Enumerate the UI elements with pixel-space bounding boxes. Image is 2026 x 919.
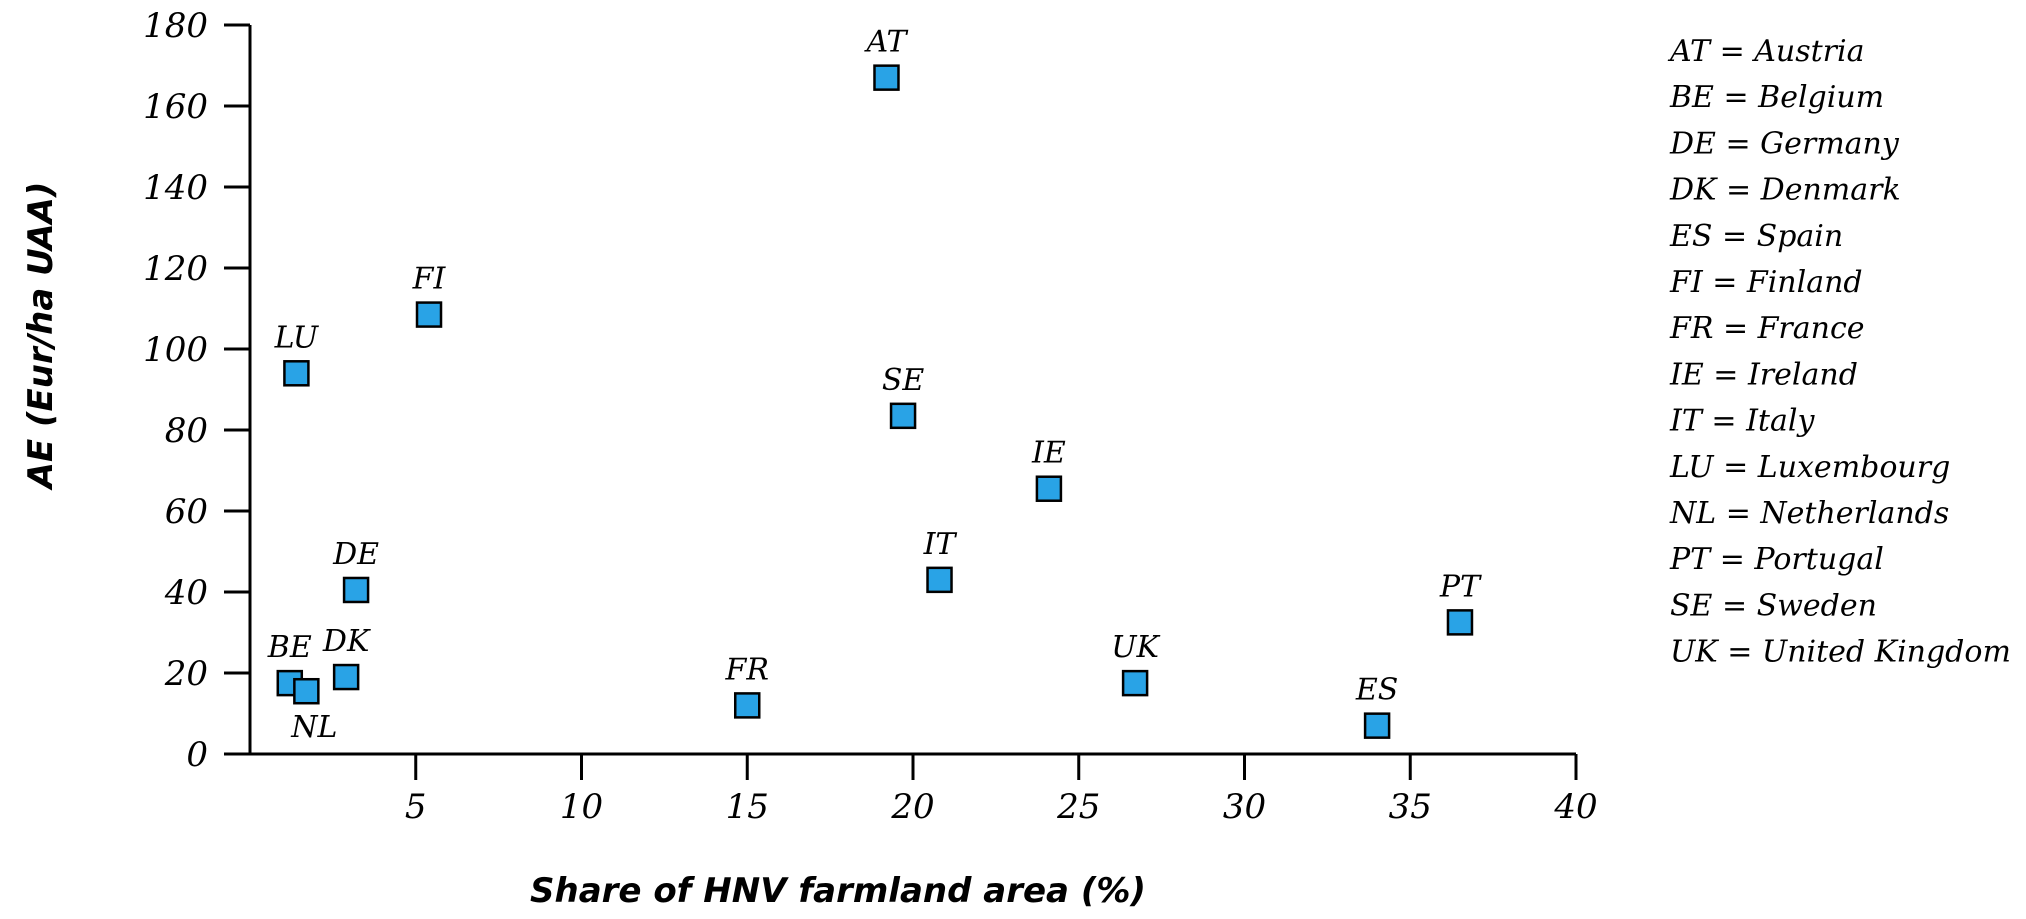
data-point-marker [873, 64, 900, 91]
data-point-marker [1446, 609, 1474, 636]
y-tick-label: 0 [186, 735, 208, 775]
legend-entry: PT = Portugal [1669, 542, 1884, 577]
y-tick-label: 60 [165, 492, 208, 532]
x-axis-title: Share of HNV farmland area (%) [530, 871, 1146, 911]
data-point-label: FR [725, 652, 769, 687]
legend-entry: IT = Italy [1669, 404, 1815, 439]
legend-entry: SE = Sweden [1670, 588, 1877, 623]
data-point-label: IT [923, 527, 958, 562]
data-point-label: UK [1111, 630, 1160, 665]
data-point-marker [1121, 669, 1149, 697]
data-point-label: DE [332, 537, 379, 572]
data-point-marker [293, 677, 320, 705]
x-axis-ticks: 5 10 15 20 25 30 35 40 [405, 754, 1598, 827]
data-point-label: ES [1355, 673, 1398, 708]
data-point-label: SE [882, 363, 925, 398]
data-point-marker [926, 566, 953, 594]
data-point-marker [889, 402, 917, 430]
data-points: AT FI LU SE IE IT DE PT DK BE NL UK FR ES [267, 25, 1482, 746]
data-point-marker [415, 301, 443, 328]
data-point-marker [332, 663, 360, 691]
legend-entry: NL = Netherlands [1669, 496, 1949, 531]
y-tick-label: 180 [143, 6, 208, 46]
y-tick-label: 120 [143, 249, 208, 289]
x-tick-label: 40 [1553, 787, 1597, 827]
data-point-marker [1035, 475, 1063, 502]
data-point-marker [734, 692, 761, 719]
y-tick-label: 40 [164, 573, 208, 613]
data-point-label: BE [267, 630, 312, 665]
data-point-label: NL [290, 710, 337, 745]
legend-entry: AT = Austria [1667, 34, 1865, 69]
legend-entry: BE = Belgium [1669, 80, 1884, 115]
legend-entry: FI = Finland [1669, 265, 1863, 300]
x-tick-label: 10 [560, 787, 603, 827]
data-point-marker [283, 360, 310, 387]
legend-entry: ES = Spain [1669, 219, 1843, 254]
y-tick-label: 160 [143, 87, 208, 127]
x-tick-label: 15 [726, 787, 769, 827]
x-tick-label: 25 [1056, 787, 1100, 827]
legend-entry: DE = Germany [1669, 126, 1900, 161]
legend-entry: UK = United Kingdom [1670, 635, 2011, 670]
x-tick-label: 20 [890, 787, 934, 827]
data-point-label: LU [274, 320, 320, 355]
legend-entry: DK = Denmark [1669, 173, 1901, 208]
data-point-label: DK [322, 624, 371, 659]
x-tick-label: 35 [1389, 787, 1432, 827]
y-tick-label: 80 [165, 411, 208, 451]
data-point-label: FI [412, 262, 447, 297]
data-point-marker [342, 576, 370, 604]
data-point-label: AT [863, 25, 908, 60]
legend-entry: IE = Ireland [1669, 357, 1858, 392]
y-axis-ticks: 0 20 40 60 80 100 120 140 160 180 [143, 6, 250, 775]
data-point-label: IE [1031, 436, 1066, 471]
legend: AT = Austria BE = Belgium DE = Germany DK =… [1667, 34, 2011, 670]
legend-entry: FR = France [1669, 311, 1865, 346]
x-tick-label: 5 [405, 787, 427, 827]
y-axis-title: AE (Eur/ha UAA) [21, 182, 61, 492]
data-point-label: PT [1439, 569, 1482, 604]
legend-entry: LU = Luxembourg [1669, 450, 1950, 485]
x-tick-label: 30 [1223, 787, 1266, 827]
data-point-marker [1363, 712, 1391, 739]
y-tick-label: 100 [143, 330, 208, 370]
y-tick-label: 140 [143, 168, 208, 208]
y-tick-label: 20 [164, 654, 208, 694]
